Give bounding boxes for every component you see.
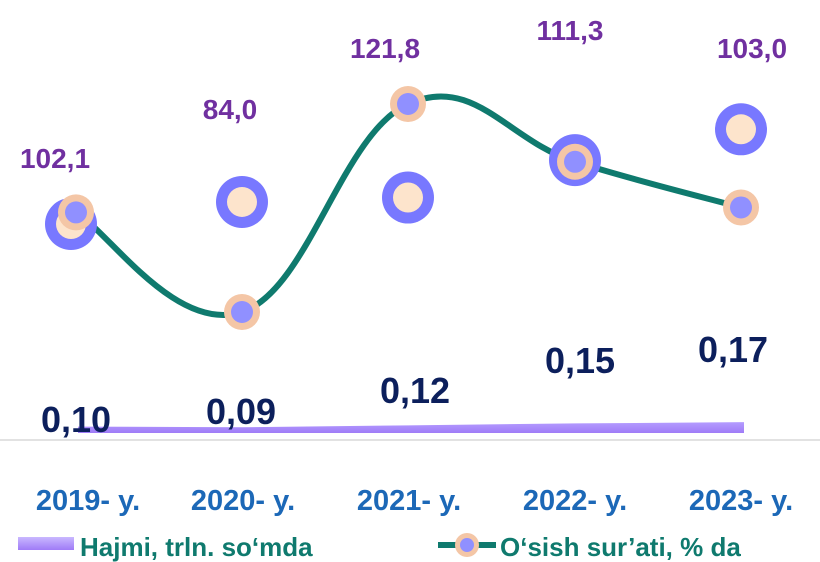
volume-data-label-2: 0,09 <box>206 391 276 432</box>
volume-data-label-4: 0,15 <box>545 340 615 381</box>
category-label-1: 2019- y. <box>36 485 140 517</box>
legend-swatch-volume <box>18 537 74 550</box>
legend-label-growth: O‘sish sur’ati, % da <box>500 532 741 562</box>
category-labels: 2019- y. 2020- y. 2021- y. 2022- y. 2023- y. <box>36 485 793 517</box>
growth-point-5 <box>723 189 759 226</box>
legend: Hajmi, trln. so‘mda O‘sish sur’ati, % da <box>18 532 741 562</box>
marker-layer <box>45 86 767 330</box>
growth-data-label-3: 121,8 <box>350 33 420 64</box>
growth-point-3 <box>390 86 426 122</box>
volume-area <box>78 422 744 433</box>
growth-data-label-1: 102,1 <box>20 143 90 174</box>
volume-data-label-1: 0,10 <box>41 399 111 440</box>
volume-data-label-3: 0,12 <box>380 370 450 411</box>
category-label-4: 2022- y. <box>523 485 627 517</box>
growth-line-layer <box>73 93 744 318</box>
secondary-marker-2 <box>216 175 268 228</box>
growth-point-2 <box>224 294 260 330</box>
legend-item-growth: O‘sish sur’ati, % da <box>438 532 741 562</box>
label-layer: 102,1 84,0 121,8 111,3 103,0 0,10 0,09 0,12 0,15… <box>20 15 787 440</box>
volume-area-layer <box>78 422 744 433</box>
secondary-marker-5 <box>715 103 767 156</box>
legend-label-volume: Hajmi, trln. so‘mda <box>80 532 313 562</box>
secondary-marker-3 <box>382 171 434 224</box>
category-label-2: 2020- y. <box>191 485 295 517</box>
growth-point-4 <box>557 143 593 180</box>
growth-point-1 <box>58 194 94 231</box>
category-label-3: 2021- y. <box>357 485 461 517</box>
category-label-5: 2023- y. <box>689 485 793 517</box>
growth-data-label-5: 103,0 <box>717 33 787 64</box>
growth-data-label-4: 111,3 <box>537 15 604 46</box>
growth-line <box>73 93 744 318</box>
volume-data-label-5: 0,17 <box>698 329 768 370</box>
legend-item-volume: Hajmi, trln. so‘mda <box>18 532 313 562</box>
growth-data-label-2: 84,0 <box>203 94 258 125</box>
